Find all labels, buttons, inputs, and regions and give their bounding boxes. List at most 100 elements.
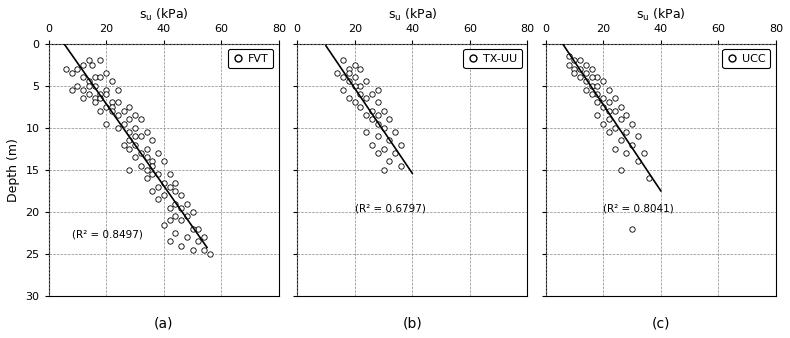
Point [614, 104, 626, 110]
Point [614, 138, 626, 143]
Point [371, 121, 384, 126]
Point [59, 66, 72, 72]
Point [608, 96, 621, 101]
Point [192, 226, 205, 232]
Point [354, 91, 367, 97]
Point [66, 70, 78, 76]
Point [371, 87, 384, 93]
Point [175, 243, 187, 248]
Point [580, 62, 592, 67]
Point [585, 66, 598, 72]
Point [383, 117, 396, 122]
Point [198, 235, 210, 240]
Point [83, 91, 96, 97]
Point [574, 58, 586, 63]
Point [169, 188, 182, 194]
Point [348, 100, 361, 105]
Point [117, 142, 130, 147]
Point [597, 104, 610, 110]
Point [366, 91, 378, 97]
Point [371, 150, 384, 156]
Point [85, 62, 98, 67]
Point [568, 58, 581, 63]
Point [568, 66, 581, 72]
Point [371, 100, 384, 105]
Point [94, 96, 107, 101]
Point [100, 87, 112, 93]
Point [129, 154, 141, 160]
Point [164, 205, 176, 211]
Point [366, 117, 378, 122]
Point [129, 142, 141, 147]
Point [343, 66, 356, 72]
Point [591, 100, 604, 105]
Point [643, 176, 656, 181]
Point [106, 108, 118, 114]
Point [88, 100, 101, 105]
Point [106, 79, 118, 84]
Point [638, 150, 650, 156]
Point [140, 167, 152, 173]
Point [169, 180, 182, 185]
Legend: TX-UU: TX-UU [464, 49, 522, 68]
Point [603, 129, 615, 135]
Point [204, 251, 216, 257]
Point [157, 192, 170, 198]
Point [597, 96, 610, 101]
Point [585, 91, 598, 97]
Point [83, 83, 96, 88]
Text: (R² = 0.6797): (R² = 0.6797) [355, 204, 426, 214]
Point [181, 235, 194, 240]
Point [186, 226, 199, 232]
Point [129, 113, 141, 118]
Point [152, 150, 164, 156]
Point [198, 247, 210, 252]
Point [574, 74, 586, 80]
Point [140, 129, 152, 135]
Point [94, 74, 107, 80]
Point [580, 87, 592, 93]
Point [94, 58, 107, 63]
Text: (R² = 0.8041): (R² = 0.8041) [604, 204, 674, 214]
Point [568, 70, 581, 76]
Point [343, 70, 356, 76]
Point [186, 209, 199, 215]
Point [626, 121, 638, 126]
Point [603, 108, 615, 114]
Point [134, 117, 147, 122]
Text: (R² = 0.8497): (R² = 0.8497) [72, 229, 142, 239]
Point [394, 163, 407, 168]
Point [111, 87, 124, 93]
Point [360, 113, 373, 118]
Point [100, 104, 112, 110]
Point [366, 142, 378, 147]
Point [111, 125, 124, 130]
Point [360, 129, 373, 135]
Point [181, 214, 194, 219]
Point [152, 184, 164, 189]
Point [164, 184, 176, 189]
Point [377, 125, 389, 130]
Point [181, 201, 194, 206]
Point [77, 62, 89, 67]
Point [360, 96, 373, 101]
Point [360, 79, 373, 84]
Point [626, 226, 638, 232]
Point [620, 129, 633, 135]
Point [343, 79, 356, 84]
Point [146, 188, 159, 194]
Point [100, 91, 112, 97]
Point [157, 222, 170, 227]
Point [366, 108, 378, 114]
Point [77, 87, 89, 93]
Point [389, 150, 401, 156]
Point [106, 104, 118, 110]
Point [591, 113, 604, 118]
Point [123, 117, 136, 122]
Point [140, 154, 152, 160]
Point [631, 159, 644, 164]
Point [140, 176, 152, 181]
Point [123, 138, 136, 143]
Point [88, 83, 101, 88]
Point [574, 66, 586, 72]
